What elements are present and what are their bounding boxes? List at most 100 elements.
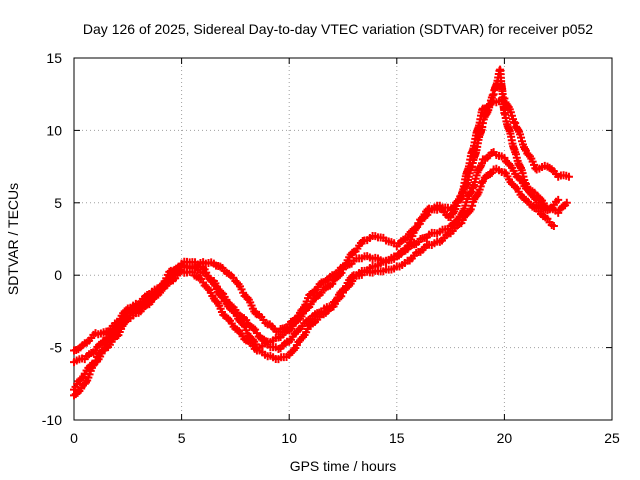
y-tick-label: 15 — [46, 50, 62, 66]
trace-markers — [427, 205, 442, 214]
x-tick-label: 5 — [178, 430, 186, 446]
trace-markers — [330, 263, 345, 279]
data-point — [564, 172, 573, 181]
trace-markers — [555, 201, 570, 214]
data-point — [562, 198, 571, 207]
trace-markers — [243, 329, 260, 349]
trace-markers — [94, 328, 108, 339]
trace-markers — [512, 184, 529, 203]
x-tick-label: 0 — [70, 430, 78, 446]
trace-markers — [416, 233, 431, 244]
x-tick-label: 25 — [604, 430, 620, 446]
trace-markers — [492, 151, 506, 161]
trace-markers — [286, 338, 303, 357]
trace-markers — [286, 326, 303, 344]
trace-markers — [512, 122, 529, 154]
plot-frame — [73, 57, 613, 421]
trace-markers — [71, 372, 88, 391]
trace-markers — [297, 321, 314, 343]
trace-markers — [126, 308, 140, 318]
trace-markers — [523, 182, 540, 203]
y-axis-label: SDTVAR / TECUs — [5, 183, 21, 295]
trace-markers — [363, 262, 377, 275]
trace-markers — [556, 171, 571, 180]
trace-markers — [201, 258, 216, 268]
trace-markers — [523, 149, 540, 173]
trace-markers — [363, 232, 377, 245]
trace-markers — [180, 267, 194, 277]
trace-markers — [180, 262, 194, 271]
trace-markers — [277, 353, 291, 362]
trace-markers — [72, 354, 87, 365]
x-tick-label: 10 — [281, 430, 297, 446]
trace-markers — [82, 359, 98, 375]
trace-markers — [535, 161, 549, 173]
trace-markers — [545, 218, 556, 230]
trace-markers — [244, 336, 259, 353]
trace-markers — [243, 319, 260, 334]
trace-markers — [469, 159, 486, 192]
trace-markers — [222, 313, 238, 331]
series-track-2 — [70, 148, 571, 367]
trace-markers — [320, 302, 334, 313]
data-point — [549, 221, 558, 230]
trace-markers — [232, 311, 249, 331]
y-tick-label: 5 — [54, 195, 62, 211]
trace-markers — [469, 178, 486, 206]
data-point — [102, 340, 111, 349]
trace-markers — [233, 325, 249, 344]
trace-markers — [191, 258, 205, 271]
trace-markers — [545, 163, 561, 179]
grid-lines — [74, 58, 612, 420]
trace-markers — [394, 234, 410, 248]
trace-markers — [363, 252, 377, 263]
trace-markers — [308, 280, 324, 297]
axis-ticks — [73, 57, 613, 421]
trace-markers — [373, 233, 388, 242]
trace-markers — [266, 351, 280, 364]
trace-markers — [448, 212, 464, 229]
data-point — [554, 195, 563, 204]
trace-markers — [82, 330, 98, 347]
series-track-4 — [70, 94, 573, 394]
chart-title: Day 126 of 2025, Sidereal Day-to-day VTE… — [83, 21, 593, 37]
trace-markers — [276, 323, 292, 334]
x-tick-label: 20 — [497, 430, 513, 446]
trace-markers — [308, 290, 324, 306]
trace-markers — [298, 315, 313, 331]
trace-markers — [352, 254, 366, 263]
trace-markers — [255, 310, 270, 327]
trace-markers — [71, 381, 87, 399]
trace-markers — [308, 312, 324, 328]
trace-markers — [481, 98, 496, 113]
trace-markers — [319, 272, 335, 287]
trace-markers — [308, 308, 324, 321]
trace-markers — [373, 266, 388, 276]
trace-markers — [200, 281, 217, 300]
trace-markers — [352, 266, 366, 280]
trace-markers — [114, 315, 131, 329]
trace-markers — [266, 342, 280, 352]
trace-markers — [416, 210, 432, 224]
trace-markers — [169, 263, 183, 275]
trace-markers — [534, 207, 550, 222]
trace-markers — [329, 287, 346, 311]
trace-markers — [405, 222, 421, 239]
trace-markers — [373, 254, 388, 266]
trace-markers — [384, 237, 399, 248]
trace-markers — [394, 244, 410, 260]
trace-markers — [384, 254, 399, 265]
trace-markers — [468, 105, 487, 155]
trace-markers — [438, 224, 452, 234]
y-tick-label: -5 — [50, 340, 63, 356]
series-track-1 — [70, 164, 558, 355]
trace-markers — [457, 149, 476, 198]
trace-markers — [492, 95, 506, 107]
trace-markers — [232, 278, 249, 300]
trace-markers — [319, 304, 335, 319]
trace-markers — [180, 257, 194, 267]
tick-labels: 0 5 10 15 20 25 -10 -5 0 5 10 15 — [42, 50, 620, 446]
trace-markers — [136, 297, 152, 312]
trace-markers — [319, 281, 335, 294]
